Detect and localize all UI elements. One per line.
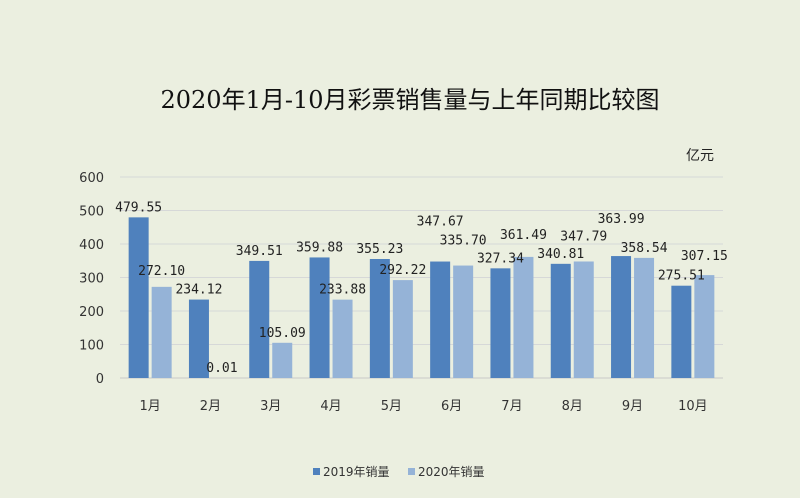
y-tick-label: 500 (79, 205, 104, 220)
x-tick-label: 4月 (320, 399, 341, 414)
bar-2020 (272, 342, 293, 378)
legend: 2019年销量 2020年销量 (313, 465, 485, 479)
bar-2020 (634, 257, 655, 378)
y-tick-label: 400 (79, 238, 104, 253)
data-label: 359.88 (296, 240, 343, 255)
x-tick-label: 5月 (381, 399, 402, 414)
bar-2020 (513, 256, 534, 378)
unit-label: 亿元 (686, 148, 714, 164)
data-label: 355.23 (356, 242, 403, 257)
bar-2019 (128, 217, 149, 378)
data-label: 233.88 (319, 283, 366, 298)
data-label: 0.01 (206, 361, 237, 376)
bar-2019 (188, 299, 209, 378)
legend-swatch (408, 468, 415, 475)
bar-2020 (151, 286, 172, 378)
data-label: 335.70 (440, 234, 487, 249)
chart-title: 2020年1月-10月彩票销售量与上年同期比较图 (161, 86, 660, 114)
bar-2019 (671, 285, 692, 378)
data-label: 361.49 (500, 228, 547, 243)
data-label: 347.67 (417, 215, 464, 230)
data-label: 327.34 (477, 251, 524, 266)
x-tick-label: 2月 (200, 399, 221, 414)
data-label: 363.99 (598, 212, 645, 227)
legend-label: 2019年销量 (323, 465, 390, 479)
legend-swatch (313, 468, 320, 475)
bar-2019 (490, 268, 511, 378)
data-label: 347.79 (560, 229, 607, 244)
bar-2019 (550, 263, 571, 378)
bar-2019 (430, 261, 451, 378)
data-label: 292.22 (379, 263, 426, 278)
y-tick-label: 0 (96, 372, 104, 387)
x-tick-label: 7月 (501, 399, 522, 414)
data-label: 275.51 (658, 269, 705, 284)
data-label: 349.51 (236, 244, 283, 259)
bar-2019 (249, 260, 270, 378)
bar-2020 (332, 299, 353, 378)
x-tick-label: 6月 (441, 399, 462, 414)
x-tick-label: 1月 (140, 399, 161, 414)
bar-2019 (369, 258, 390, 378)
x-tick-label: 10月 (678, 399, 708, 414)
y-tick-label: 100 (79, 339, 104, 354)
data-label: 234.12 (175, 283, 222, 298)
bar-2019 (611, 256, 632, 378)
data-label: 340.81 (537, 247, 584, 262)
bar-2020 (694, 275, 715, 378)
y-tick-label: 200 (79, 305, 104, 320)
data-label: 307.15 (681, 249, 728, 264)
legend-label: 2020年销量 (418, 465, 485, 479)
x-tick-label: 3月 (260, 399, 281, 414)
bar-2020 (453, 265, 474, 378)
x-tick-label: 9月 (622, 399, 643, 414)
data-label: 479.55 (115, 200, 162, 215)
y-tick-label: 300 (79, 272, 104, 287)
x-tick-label: 8月 (562, 399, 583, 414)
data-label: 358.54 (621, 241, 668, 256)
bar-2020 (392, 280, 413, 378)
bar-2020 (573, 261, 594, 378)
data-label: 105.09 (259, 326, 306, 341)
data-label: 272.10 (138, 264, 185, 279)
bar-2019 (309, 257, 330, 378)
y-tick-label: 600 (79, 171, 104, 186)
